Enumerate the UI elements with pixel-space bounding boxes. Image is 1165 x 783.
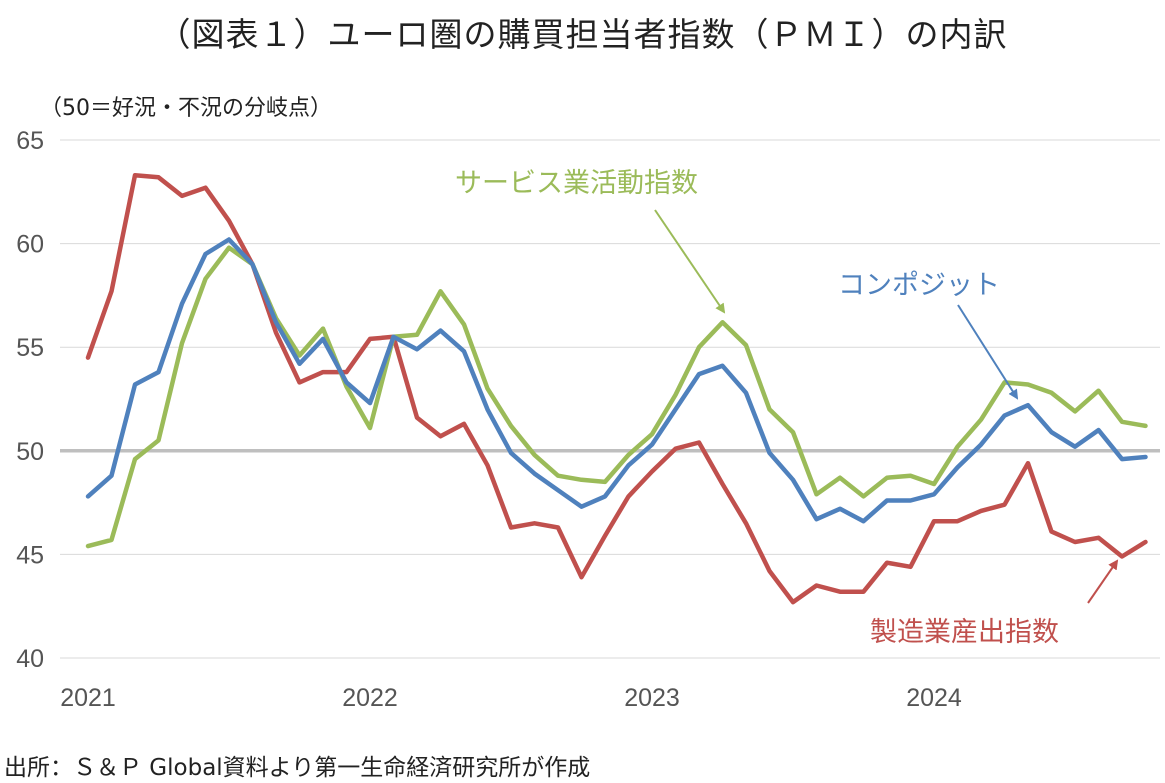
x-tick-label: 2024: [906, 684, 962, 712]
annotation-composite: コンポジット: [838, 270, 1000, 301]
x-tick-label: 2022: [342, 684, 398, 712]
y-axis-note: （50＝好況・不況の分岐点）: [40, 96, 332, 121]
y-tick-label: 60: [16, 231, 44, 259]
x-tick-label: 2021: [60, 684, 116, 712]
annotation-services-arrow: [654, 209, 726, 314]
annotation-composite-arrow: [957, 304, 1019, 400]
y-tick-label: 55: [16, 334, 44, 362]
y-tick-label: 45: [16, 541, 44, 569]
series-line-0: [85, 172, 1148, 605]
chart-title: （図表１）ユーロ圏の購買担当者指数（ＰＭＩ）の内訳: [157, 15, 1008, 54]
y-tick-label: 40: [16, 645, 44, 673]
annotation-services: サービス業活動指数: [455, 168, 698, 199]
y-tick-label: 65: [16, 127, 44, 155]
y-tick-label: 50: [16, 438, 44, 466]
annotation-manufacturing: 製造業産出指数: [870, 617, 1059, 648]
annotation-manufacturing-arrow: [1087, 559, 1119, 604]
x-tick-label: 2023: [624, 684, 680, 712]
series-line-2: [85, 237, 1148, 524]
source-note: 出所：Ｓ＆Ｐ Global資料より第一生命経済研究所が作成: [4, 755, 591, 781]
